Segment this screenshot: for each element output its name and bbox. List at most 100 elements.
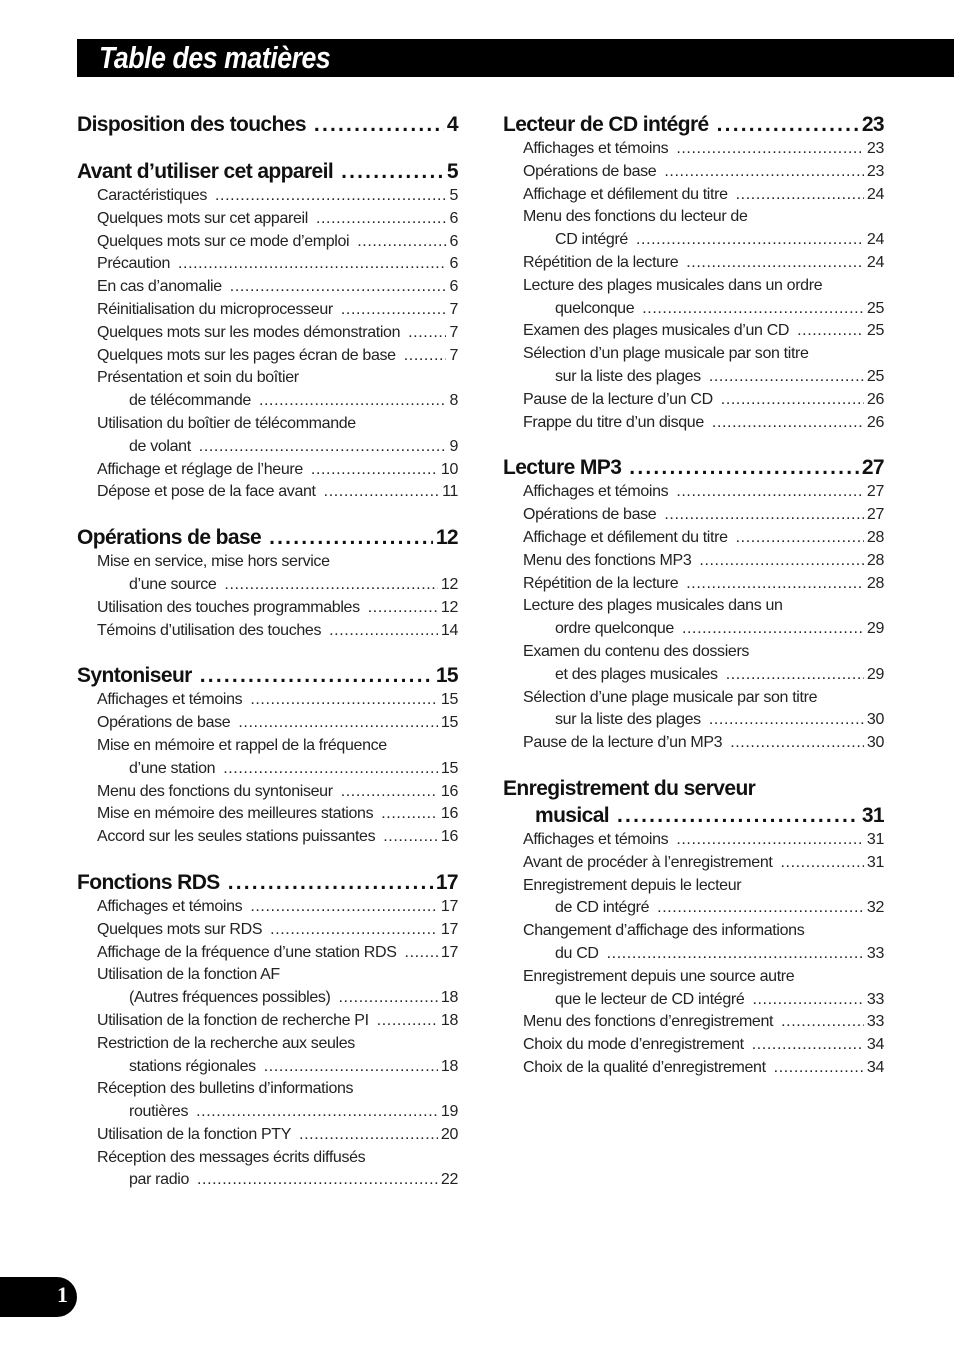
toc-entry-line[interactable]: de CD intégré 32 xyxy=(503,897,884,920)
toc-entry-line[interactable]: Menu des fonctions du lecteur de xyxy=(503,206,884,229)
toc-entry[interactable]: Témoins d’utilisation des touches 14 xyxy=(77,620,458,643)
toc-entry-line[interactable]: Enregistrement depuis le lecteur xyxy=(503,875,884,898)
toc-entry-line[interactable]: Quelques mots sur RDS 17 xyxy=(77,919,458,942)
toc-entry-line[interactable]: Caractéristiques 5 xyxy=(77,185,458,208)
toc-heading-line[interactable]: musical 31 xyxy=(503,802,885,829)
toc-entry-line[interactable]: Opérations de base 15 xyxy=(77,712,458,735)
toc-entry-line[interactable]: Témoins d’utilisation des touches 14 xyxy=(77,620,458,643)
toc-heading[interactable]: Avant d’utiliser cet appareil 5 xyxy=(77,158,459,185)
toc-entry-line[interactable]: Examen des plages musicales d’un CD 25 xyxy=(503,320,884,343)
toc-entry-line[interactable]: Utilisation de la fonction PTY 20 xyxy=(77,1124,458,1147)
toc-entry-line[interactable]: Pause de la lecture d’un CD 26 xyxy=(503,389,884,412)
toc-entry[interactable]: Enregistrement depuis une source autre qu… xyxy=(503,966,884,1012)
toc-entry[interactable]: Utilisation du boîtier de télécommande de… xyxy=(77,413,458,459)
toc-entry[interactable]: Utilisation de la fonction de recherche … xyxy=(77,1010,458,1033)
toc-entry-line[interactable]: Sélection d’une plage musicale par son t… xyxy=(503,687,884,710)
toc-heading[interactable]: Lecteur de CD intégré 23 xyxy=(503,111,885,138)
toc-entry[interactable]: Présentation et soin du boîtier de téléco… xyxy=(77,367,458,413)
toc-entry[interactable]: Mise en mémoire et rappel de la fréquenc… xyxy=(77,735,458,781)
toc-entry-line[interactable]: Choix de la qualité d’enregistrement 34 xyxy=(503,1057,884,1080)
toc-entry-line[interactable]: Menu des fonctions du syntoniseur 16 xyxy=(77,781,458,804)
toc-heading-line[interactable]: Opérations de base 12 xyxy=(77,524,459,551)
toc-entry[interactable]: Quelques mots sur les modes démonstratio… xyxy=(77,322,458,345)
toc-entry-line[interactable]: quelconque 25 xyxy=(503,298,884,321)
toc-entry[interactable]: Opérations de base 27 xyxy=(503,504,884,527)
toc-entry[interactable]: Avant de procéder à l’enregistrement 31 xyxy=(503,852,884,875)
toc-entry[interactable]: Sélection d’un plage musicale par son ti… xyxy=(503,343,884,389)
toc-entry-line[interactable]: Opérations de base 27 xyxy=(503,504,884,527)
toc-entry-line[interactable]: sur la liste des plages 25 xyxy=(503,366,884,389)
toc-heading-line[interactable]: Enregistrement du serveur xyxy=(503,775,884,802)
toc-entry[interactable]: Quelques mots sur les pages écran de bas… xyxy=(77,345,458,368)
toc-entry-line[interactable]: Réinitialisation du microprocesseur 7 xyxy=(77,299,458,322)
toc-entry[interactable]: Examen du contenu des dossiers et des pla… xyxy=(503,641,884,687)
toc-entry-line[interactable]: de télécommande 8 xyxy=(77,390,458,413)
toc-entry-line[interactable]: Utilisation de la fonction de recherche … xyxy=(77,1010,458,1033)
toc-entry-line[interactable]: Quelques mots sur ce mode d’emploi 6 xyxy=(77,231,458,254)
toc-heading[interactable]: Disposition des touches 4 xyxy=(77,111,459,138)
toc-entry[interactable]: Accord sur les seules stations puissante… xyxy=(77,826,458,849)
toc-entry-line[interactable]: que le lecteur de CD intégré 33 xyxy=(503,989,884,1012)
toc-entry-line[interactable]: sur la liste des plages 30 xyxy=(503,709,884,732)
toc-entry-line[interactable]: Affichages et témoins 27 xyxy=(503,481,884,504)
toc-entry[interactable]: Affichage et défilement du titre 24 xyxy=(503,184,884,207)
toc-entry[interactable]: Réception des bulletins d’informations ro… xyxy=(77,1078,458,1124)
toc-entry-line[interactable]: Mise en mémoire des meilleures stations 1… xyxy=(77,803,458,826)
toc-entry-line[interactable]: Affichages et témoins 15 xyxy=(77,689,458,712)
toc-entry[interactable]: Réception des messages écrits diffusés pa… xyxy=(77,1147,458,1193)
toc-entry-line[interactable]: du CD 33 xyxy=(503,943,884,966)
toc-entry-line[interactable]: Répétition de la lecture 28 xyxy=(503,573,884,596)
toc-entry-line[interactable]: Opérations de base 23 xyxy=(503,161,884,184)
toc-entry-line[interactable]: (Autres fréquences possibles) 18 xyxy=(77,987,458,1010)
toc-entry[interactable]: Enregistrement depuis le lecteur de CD in… xyxy=(503,875,884,921)
toc-entry[interactable]: Affichages et témoins 17 xyxy=(77,896,458,919)
toc-entry[interactable]: Menu des fonctions du syntoniseur 16 xyxy=(77,781,458,804)
toc-entry[interactable]: Réinitialisation du microprocesseur 7 xyxy=(77,299,458,322)
toc-entry-line[interactable]: Frappe du titre d’un disque 26 xyxy=(503,412,884,435)
toc-entry-line[interactable]: Mise en service, mise hors service xyxy=(77,551,458,574)
toc-entry-line[interactable]: Quelques mots sur les modes démonstratio… xyxy=(77,322,458,345)
toc-entry[interactable]: Affichage et réglage de l’heure 10 xyxy=(77,459,458,482)
toc-entry-line[interactable]: Lecture des plages musicales dans un xyxy=(503,595,884,618)
toc-entry-line[interactable]: d’une source 12 xyxy=(77,574,458,597)
toc-entry-line[interactable]: et des plages musicales 29 xyxy=(503,664,884,687)
toc-entry[interactable]: Opérations de base 23 xyxy=(503,161,884,184)
toc-entry-line[interactable]: Affichage de la fréquence d’une station … xyxy=(77,942,458,965)
toc-entry[interactable]: Choix de la qualité d’enregistrement 34 xyxy=(503,1057,884,1080)
toc-entry[interactable]: Menu des fonctions MP3 28 xyxy=(503,550,884,573)
toc-entry-line[interactable]: Affichage et défilement du titre 28 xyxy=(503,527,884,550)
toc-entry[interactable]: Répétition de la lecture 28 xyxy=(503,573,884,596)
toc-entry[interactable]: Lecture des plages musicales dans un ordr… xyxy=(503,595,884,641)
toc-entry-line[interactable]: En cas d’anomalie 6 xyxy=(77,276,458,299)
toc-heading-line[interactable]: Disposition des touches 4 xyxy=(77,111,459,138)
toc-entry[interactable]: Quelques mots sur RDS 17 xyxy=(77,919,458,942)
toc-entry-line[interactable]: Utilisation des touches programmables 12 xyxy=(77,597,458,620)
toc-heading[interactable]: Enregistrement du serveur musical 31 xyxy=(503,775,885,829)
toc-entry[interactable]: Quelques mots sur ce mode d’emploi 6 xyxy=(77,231,458,254)
toc-entry-line[interactable]: d’une station 15 xyxy=(77,758,458,781)
toc-entry[interactable]: Frappe du titre d’un disque 26 xyxy=(503,412,884,435)
toc-heading[interactable]: Fonctions RDS 17 xyxy=(77,869,459,896)
toc-heading[interactable]: Lecture MP3 27 xyxy=(503,454,885,481)
toc-entry-line[interactable]: Utilisation de la fonction AF xyxy=(77,964,458,987)
toc-entry-line[interactable]: Présentation et soin du boîtier xyxy=(77,367,458,390)
toc-entry[interactable]: En cas d’anomalie 6 xyxy=(77,276,458,299)
toc-entry-line[interactable]: Accord sur les seules stations puissante… xyxy=(77,826,458,849)
toc-entry[interactable]: Lecture des plages musicales dans un ord… xyxy=(503,275,884,321)
toc-entry-line[interactable]: Pause de la lecture d’un MP3 30 xyxy=(503,732,884,755)
toc-entry-line[interactable]: Affichages et témoins 31 xyxy=(503,829,884,852)
toc-entry-line[interactable]: Enregistrement depuis une source autre xyxy=(503,966,884,989)
toc-entry[interactable]: Quelques mots sur cet appareil 6 xyxy=(77,208,458,231)
toc-entry[interactable]: Utilisation de la fonction AF (Autres fré… xyxy=(77,964,458,1010)
toc-entry[interactable]: Affichage et défilement du titre 28 xyxy=(503,527,884,550)
toc-entry[interactable]: Restriction de la recherche aux seules st… xyxy=(77,1033,458,1079)
toc-entry[interactable]: Affichage de la fréquence d’une station … xyxy=(77,942,458,965)
toc-heading-line[interactable]: Lecture MP3 27 xyxy=(503,454,885,481)
toc-entry-line[interactable]: Répétition de la lecture 24 xyxy=(503,252,884,275)
toc-entry[interactable]: Changement d’affichage des informations d… xyxy=(503,920,884,966)
toc-entry[interactable]: Utilisation des touches programmables 12 xyxy=(77,597,458,620)
toc-entry[interactable]: Dépose et pose de la face avant 11 xyxy=(77,481,458,504)
toc-entry[interactable]: Caractéristiques 5 xyxy=(77,185,458,208)
toc-heading-line[interactable]: Fonctions RDS 17 xyxy=(77,869,459,896)
toc-entry[interactable]: Affichages et témoins 27 xyxy=(503,481,884,504)
